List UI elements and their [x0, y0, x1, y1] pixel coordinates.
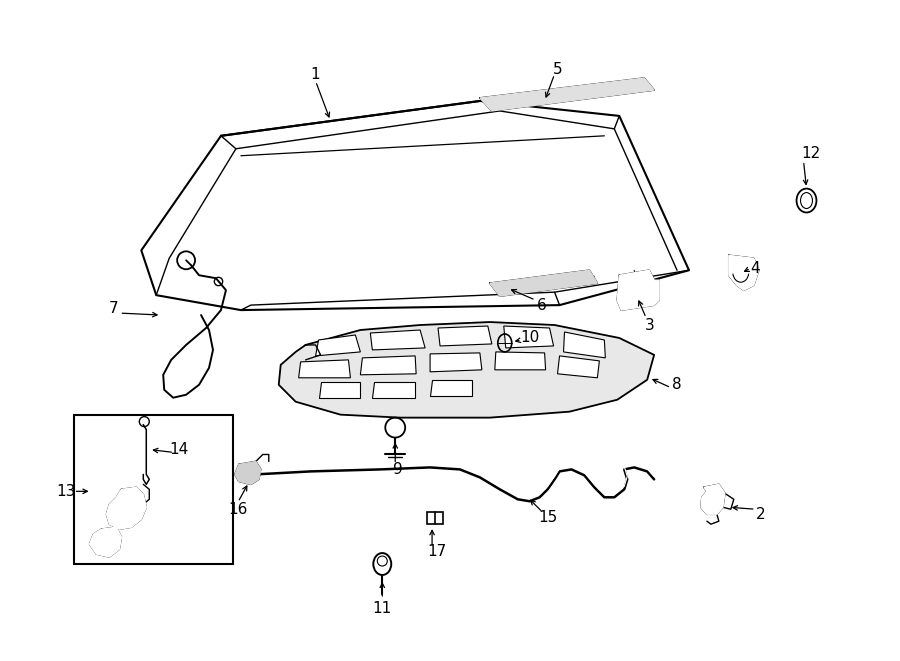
Text: 17: 17 — [428, 543, 446, 559]
Polygon shape — [141, 101, 689, 310]
Bar — [428, 512, 443, 524]
Text: 11: 11 — [373, 602, 392, 616]
Text: 7: 7 — [109, 301, 118, 315]
Polygon shape — [106, 487, 147, 529]
Polygon shape — [490, 270, 598, 296]
Text: 3: 3 — [645, 317, 655, 332]
Bar — [74, 414, 233, 564]
Polygon shape — [504, 326, 554, 348]
Polygon shape — [89, 527, 122, 557]
Polygon shape — [438, 326, 491, 346]
Text: 5: 5 — [553, 61, 562, 77]
Text: 12: 12 — [801, 146, 820, 161]
Polygon shape — [370, 330, 425, 350]
Polygon shape — [319, 382, 360, 398]
Polygon shape — [563, 332, 606, 358]
Text: 16: 16 — [229, 502, 248, 517]
Polygon shape — [480, 78, 654, 111]
Text: 6: 6 — [536, 297, 546, 313]
Text: 15: 15 — [538, 510, 557, 525]
Polygon shape — [279, 322, 654, 418]
Polygon shape — [316, 335, 360, 356]
Polygon shape — [617, 270, 659, 310]
Polygon shape — [373, 382, 415, 398]
Text: 2: 2 — [756, 507, 766, 522]
Polygon shape — [495, 352, 545, 370]
Text: 14: 14 — [169, 442, 189, 457]
Polygon shape — [360, 356, 416, 375]
Polygon shape — [299, 360, 350, 378]
Polygon shape — [430, 380, 472, 396]
Polygon shape — [430, 353, 482, 372]
Text: 9: 9 — [393, 462, 403, 477]
Polygon shape — [235, 461, 261, 485]
Text: 13: 13 — [56, 484, 76, 499]
Text: 8: 8 — [672, 377, 682, 392]
Text: 1: 1 — [310, 67, 320, 81]
Polygon shape — [701, 485, 724, 514]
Text: 4: 4 — [750, 260, 760, 276]
Text: 10: 10 — [520, 330, 539, 346]
Polygon shape — [729, 255, 759, 290]
Polygon shape — [557, 356, 599, 378]
